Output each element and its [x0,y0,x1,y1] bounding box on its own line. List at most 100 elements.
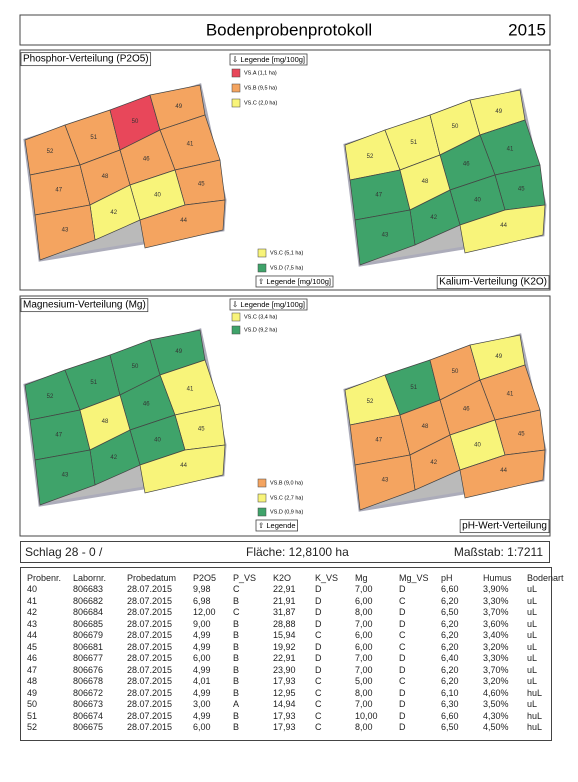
legend-label: VS.A (1,1 ha) [244,70,277,76]
field-label: 45 [518,431,525,437]
table-cell: 15,94 [273,630,296,641]
table-cell: 17,93 [273,722,296,733]
label-box [255,275,334,288]
field-label: 48 [422,424,429,430]
header-row: Probenr. Labornr. Probedatum P2O5 P_VS K2O K_V… [25,571,573,584]
table-cell: 42 [27,607,38,618]
field-label: 40 [154,438,161,444]
legend-swatch [257,493,267,503]
table-cell: 43 [27,618,38,629]
table-cell: huL [527,687,543,698]
field-label: 51 [90,135,97,141]
field-label: 52 [47,394,54,400]
table-cell: 21,91 [273,595,296,606]
table-cell: 806681 [73,641,104,652]
field-label: 43 [382,478,389,484]
field-label: 45 [198,426,205,432]
table-cell: 6,00 [193,722,211,733]
field [354,454,416,511]
field-label: 41 [507,146,514,152]
table-cell: 4,99 [193,710,211,721]
table-cell: 8,00 [355,722,373,733]
header-year: 2015 [508,20,546,39]
table-cell: 4,30% [483,710,509,721]
table-cell: 6,20 [441,630,459,641]
field-label: 42 [430,460,437,466]
column-header: K_VS [315,572,339,583]
schlag: Schlag 28 - 0 / [25,545,103,559]
table-cell: 6,00 [355,641,373,652]
table-row: 51 806674 28.07.2015 4,99 B 17,93 C 10,00 D 6,60 4… [25,711,573,723]
table-cell: 806683 [73,584,104,595]
field-label: 41 [507,391,514,397]
map-title: Kalium-Verteilung (K2O) [439,277,547,288]
table-cell: 52 [27,722,38,733]
legend-swatch [257,248,267,258]
table-cell: C [399,676,406,687]
table-cell: 3,20% [483,641,509,652]
table-cell: 6,60 [441,710,459,721]
table-cell: C [399,630,406,641]
table-cell: 28.07.2015 [127,653,173,664]
field [34,449,96,506]
legend-swatch [231,83,241,93]
table-cell: 10,00 [355,710,378,721]
table-cell: uL [527,607,538,618]
field-label: 49 [175,349,182,355]
field [354,209,416,266]
table-row: 48 806678 28.07.2015 4,01 B 17,93 C 5,00 C 6,20 3,… [25,676,573,688]
legend-label: VS.C (2,7 ha) [270,495,303,501]
table-cell: 7,00 [355,699,373,710]
table-cell: C [315,630,322,641]
table-cell: 806675 [73,722,104,733]
table-cell: 806679 [73,630,104,641]
table-cell: 8,00 [355,607,373,618]
field-label: 42 [110,455,117,461]
table-cell: 3,70% [483,607,509,618]
info-row: Schlag 28 - 0 / Fläche: 12,8100 ha Maßst… [20,541,550,563]
table-cell: B [233,722,240,733]
column-header: Humus [483,572,512,583]
table-row: 46 806677 28.07.2015 6,00 B 22,91 D 7,00 D 6,40 3,… [25,653,573,665]
table-cell: 28.07.2015 [127,687,173,698]
field-label: 50 [132,364,139,370]
field-label: 47 [375,438,382,444]
table-cell: 28.07.2015 [127,710,173,721]
table-cell: 3,70% [483,664,509,675]
table-cell: 6,00 [355,595,373,606]
column-header: Bodenart [527,572,564,583]
table-cell: 4,99 [193,664,211,675]
table-cell: 6,20 [441,641,459,652]
table-cell: 9,00 [193,618,211,629]
legend-title: ⇩ Legende [mg/100g] [232,300,305,309]
table-row: 50 806673 28.07.2015 3,00 A 14,94 C 7,00 D 6,30 3,… [25,699,573,711]
field-label: 51 [410,385,417,391]
table-cell: 3,30% [483,653,509,664]
table-cell: 28.07.2015 [127,607,173,618]
table-cell: 12,00 [193,607,216,618]
table-cell: 6,98 [193,595,211,606]
table-cell: 6,00 [355,630,373,641]
table-cell: 4,99 [193,687,211,698]
table-cell: 6,00 [193,653,211,664]
table-cell: B [233,687,240,698]
field-label: 45 [518,186,525,192]
table-cell: B [233,641,240,652]
column-header: P2O5 [193,572,217,583]
table-cell: 4,01 [193,676,211,687]
table-cell: C [233,584,240,595]
table-cell: D [399,618,406,629]
field-label: 44 [180,218,187,224]
flaeche: Fläche: 12,8100 ha [246,545,349,559]
table-cell: 28,88 [273,618,296,629]
legend-label: VS.C (2,0 ha) [244,100,277,106]
table-cell: 40 [27,584,38,595]
table-cell: D [399,664,406,675]
table-row: 40 806683 28.07.2015 9,98 C 22,91 D 7,00 D 6,60 3,… [25,584,573,596]
table-row: 41 806682 28.07.2015 6,98 B 21,91 D 6,00 C 6,20 3,… [25,596,573,608]
label-box [20,298,149,313]
table-cell: 806672 [73,687,104,698]
table-cell: 3,40% [483,630,509,641]
table-cell: C [315,687,322,698]
